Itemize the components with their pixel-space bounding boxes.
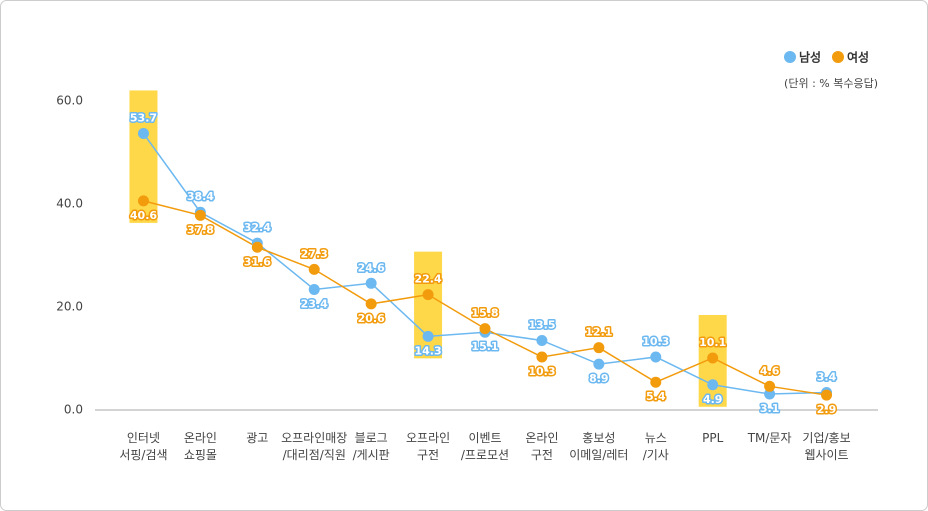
value-label: 10.3	[642, 335, 669, 348]
point	[650, 376, 662, 388]
legend: 남성 여성	[784, 50, 869, 65]
point	[365, 277, 377, 289]
point	[593, 358, 605, 370]
value-label: 37.8	[187, 223, 214, 236]
y-tick-label: 20.0	[56, 300, 83, 314]
x-tick-label: 홍보성 이메일/레터	[569, 431, 628, 462]
x-tick-label: 이벤트/프로모션	[461, 431, 509, 462]
point	[536, 351, 548, 363]
value-label: 12.1	[585, 326, 612, 339]
point	[137, 127, 149, 139]
point	[251, 241, 263, 253]
point	[707, 379, 719, 391]
value-label: 24.6	[358, 261, 385, 274]
point	[536, 334, 548, 346]
x-tick-label: 온라인 쇼핑몰	[184, 431, 217, 462]
legend-label: 남성	[799, 50, 821, 65]
x-tick-label: 블로그/게시판	[353, 431, 390, 462]
point	[194, 209, 206, 221]
value-label: 53.7	[130, 111, 157, 124]
point	[137, 195, 149, 207]
value-label: 32.4	[244, 221, 271, 234]
x-tick-label: 온라인 구전	[525, 431, 558, 462]
y-tick-label: 0.0	[64, 403, 83, 417]
x-tick-label: 광고	[246, 431, 268, 445]
x-tick-label: 오프라인매장/대리점/직원	[281, 431, 347, 462]
value-label: 23.4	[301, 297, 328, 310]
value-label: 10.1	[699, 336, 726, 349]
value-label: 4.9	[703, 393, 723, 406]
point	[308, 283, 320, 295]
point	[593, 342, 605, 354]
point	[764, 380, 776, 392]
highlight	[414, 251, 443, 359]
point	[422, 330, 434, 342]
point	[650, 351, 662, 363]
value-label: 22.4	[415, 273, 442, 286]
value-label: 4.6	[760, 364, 780, 377]
value-label: 31.6	[244, 255, 271, 268]
value-label: 2.9	[817, 403, 837, 416]
value-label: 14.3	[415, 344, 442, 357]
point	[764, 388, 776, 400]
point	[821, 389, 833, 401]
point	[707, 352, 719, 364]
value-label: 3.1	[760, 402, 780, 415]
unit-note: (단위 : % 복수응답)	[784, 77, 878, 90]
value-label: 3.4	[817, 370, 837, 383]
legend-swatch	[784, 51, 796, 63]
x-tick-label: PPL	[702, 431, 723, 445]
value-label: 20.6	[358, 312, 385, 325]
x-tick-label: 오프라인 구전	[406, 431, 450, 462]
value-label: 13.5	[528, 318, 555, 331]
value-label: 15.8	[471, 307, 498, 320]
value-label: 40.6	[130, 209, 157, 222]
point	[308, 263, 320, 275]
value-label: 15.1	[471, 340, 498, 353]
value-label: 5.4	[646, 390, 666, 403]
x-tick-label: 뉴스/기사	[643, 431, 669, 462]
value-label: 38.4	[187, 190, 214, 203]
y-tick-label: 40.0	[56, 197, 83, 211]
point	[365, 298, 377, 310]
x-tick-label: 인터넷 서핑/검색	[119, 431, 167, 462]
value-label: 27.3	[301, 247, 328, 260]
x-tick-label: 기업/홍보 웹사이트	[802, 431, 850, 462]
legend-label: 여성	[847, 50, 869, 65]
y-tick-label: 60.0	[56, 94, 83, 108]
value-label: 10.3	[528, 365, 555, 378]
value-label: 8.9	[589, 372, 609, 385]
legend-swatch	[832, 51, 844, 63]
x-tick-label: TM/문자	[747, 431, 792, 445]
point	[422, 289, 434, 301]
point	[479, 323, 491, 335]
